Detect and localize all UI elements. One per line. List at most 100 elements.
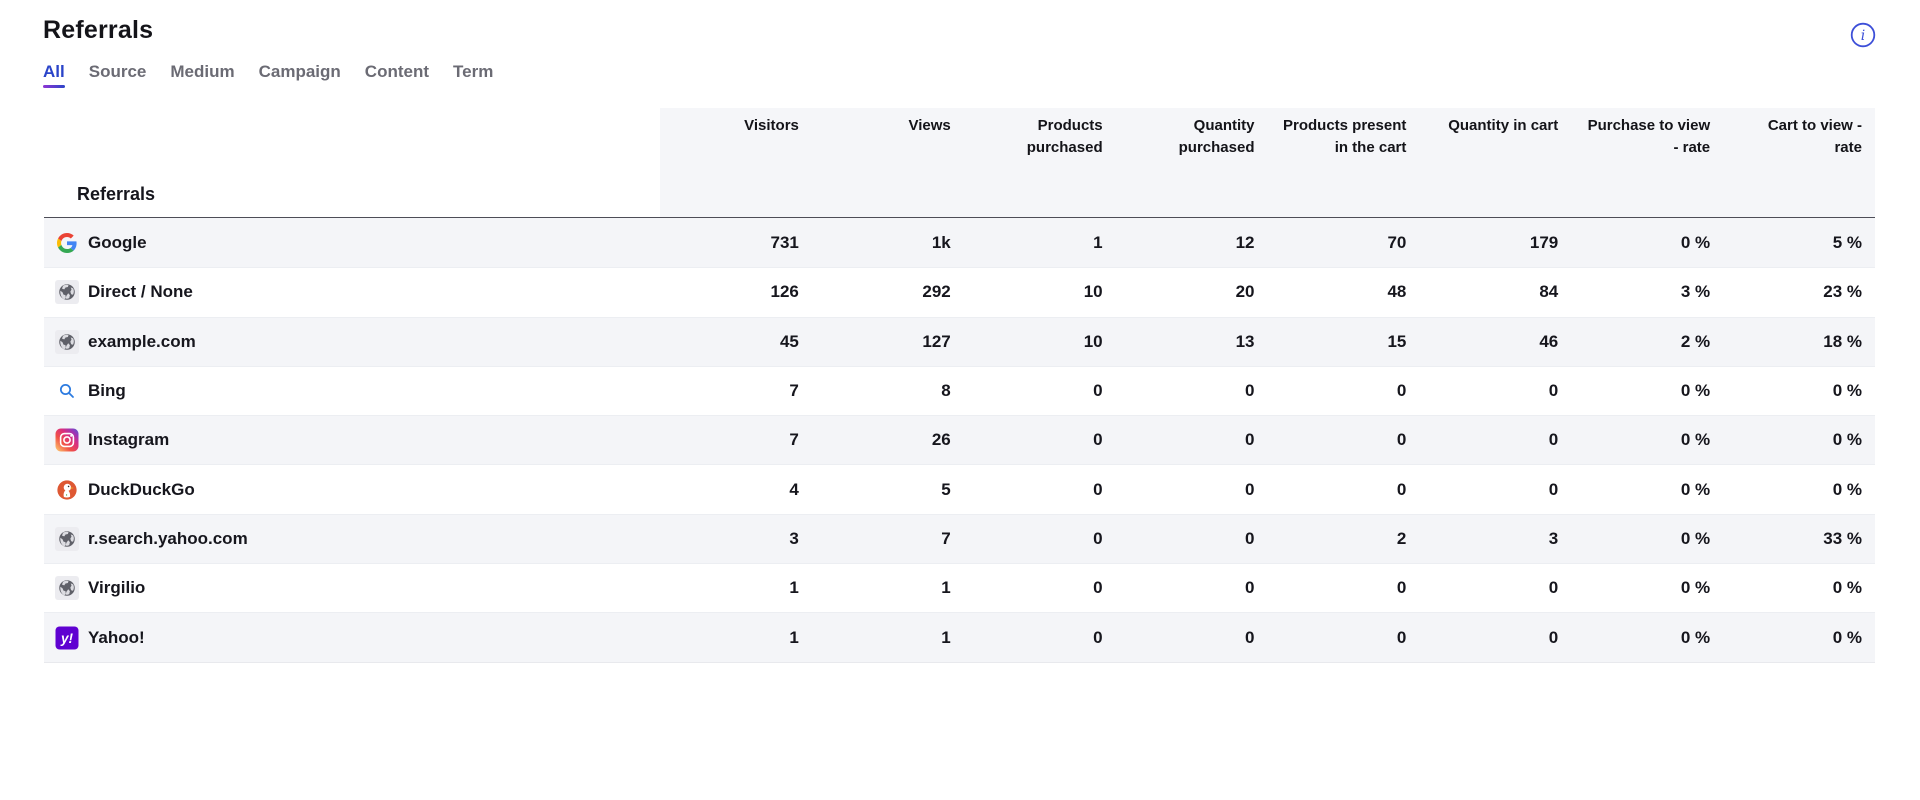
- column-header-products-present-in-cart: Products present in the cart: [1267, 108, 1420, 217]
- metric-cell: 26: [811, 416, 964, 465]
- metric-cell: 0: [1115, 514, 1268, 564]
- tab-source[interactable]: Source: [88, 62, 147, 81]
- metric-cell: 45: [660, 317, 812, 366]
- globe-icon: [55, 280, 79, 305]
- google-logo-icon: [55, 231, 79, 255]
- metric-cell: 0: [1093, 479, 1103, 499]
- metric-cell: 12: [1115, 218, 1268, 268]
- metric-cell: 0 %: [1571, 416, 1724, 465]
- metric-cell: 0: [1396, 381, 1407, 401]
- table-row: DuckDuckGo 4 5 0 0 0 0 0 % 0 %: [44, 464, 1875, 513]
- referrals-table: Referrals Visitors Views Products purcha…: [44, 108, 1875, 663]
- metric-cell: 3: [660, 514, 812, 564]
- metric-cell: 292: [922, 282, 951, 302]
- column-header-visitors: Visitors: [660, 108, 812, 217]
- tab-medium[interactable]: Medium: [170, 62, 235, 81]
- tab-campaign[interactable]: Campaign: [258, 62, 341, 81]
- table-row: Google 731 1k 1 12 70 179 0 % 5 %: [44, 218, 1875, 268]
- metric-cell: 0: [1548, 578, 1559, 598]
- metric-cell: 0 %: [1723, 613, 1875, 662]
- yahoo-icon: y!: [55, 626, 79, 650]
- metric-cell: 0: [1093, 578, 1103, 598]
- metric-cell: 0 %: [1680, 578, 1711, 598]
- metric-cell: 0 %: [1680, 381, 1711, 401]
- row-label: Direct / None: [88, 282, 193, 302]
- globe-icon: [55, 526, 79, 551]
- tab-all[interactable]: All: [43, 62, 65, 93]
- metric-cell: 8: [941, 381, 951, 401]
- metric-cell: 1: [963, 218, 1116, 268]
- metric-cell: 15: [1267, 317, 1420, 366]
- row-label: Google: [88, 232, 147, 252]
- metric-cell: 0 %: [1832, 479, 1862, 499]
- metric-cell: 84: [1539, 282, 1559, 302]
- page-title: Referrals: [43, 16, 154, 44]
- row-label: Yahoo!: [88, 627, 145, 647]
- globe-icon: [55, 329, 79, 354]
- row-label: Instagram: [88, 430, 170, 450]
- metric-cell: 0: [1419, 416, 1572, 465]
- metric-cell: 5: [941, 479, 951, 499]
- metric-cell: 0: [1245, 381, 1255, 401]
- table-row: Bing 7 8 0 0 0 0 0 % 0 %: [44, 365, 1875, 415]
- table-row: Instagram 7 26 0 0 0 0 0 % 0 %: [44, 415, 1875, 465]
- instagram-icon: [55, 428, 79, 452]
- metric-cell: 0: [1093, 381, 1103, 401]
- metric-cell: 23 %: [1823, 282, 1862, 302]
- metric-cell: 10: [1083, 282, 1103, 302]
- search-magnifier-icon: [55, 379, 79, 403]
- metric-cell: 126: [770, 282, 799, 302]
- metric-cell: 731: [660, 218, 812, 268]
- info-icon[interactable]: i: [1847, 19, 1879, 51]
- metric-cell: 3: [1419, 514, 1572, 564]
- metric-cell: 3 %: [1680, 282, 1711, 302]
- metric-cell: 10: [963, 317, 1116, 366]
- metric-cell: 0 %: [1571, 613, 1724, 662]
- metric-cell: 0 %: [1571, 514, 1724, 564]
- row-label: DuckDuckGo: [88, 479, 195, 499]
- table-row: Direct / None 126 292 10 20 48 84 3 % 23…: [44, 267, 1875, 316]
- metric-cell: 46: [1419, 317, 1572, 366]
- metric-cell: 0 %: [1832, 578, 1862, 598]
- metric-cell: 0: [1548, 479, 1559, 499]
- metric-cell: 1: [660, 613, 812, 662]
- metric-cell: 0 %: [1723, 416, 1875, 465]
- column-header-quantity-in-cart: Quantity in cart: [1419, 108, 1572, 217]
- tab-content[interactable]: Content: [364, 62, 430, 81]
- metric-cell: 127: [811, 317, 964, 366]
- table-corner: Referrals: [44, 108, 660, 217]
- row-label: example.com: [88, 331, 196, 351]
- metric-cell: 0: [1267, 416, 1420, 465]
- table-row: r.search.yahoo.com 3 7 0 0 2 3 0 % 33 %: [44, 513, 1875, 564]
- column-header-purchase-to-view-rate: Purchase to view - rate: [1571, 108, 1724, 217]
- metric-cell: 1k: [811, 218, 964, 268]
- metric-cell: 7: [789, 381, 799, 401]
- metric-cell: 48: [1387, 282, 1407, 302]
- metric-cell: 0: [1548, 381, 1559, 401]
- metric-cell: 0: [963, 416, 1116, 465]
- metric-cell: 0: [1245, 479, 1255, 499]
- metric-cell: 0: [1115, 416, 1268, 465]
- metric-cell: 1: [941, 578, 951, 598]
- metric-cell: 18 %: [1723, 317, 1875, 366]
- metric-cell: 2: [1267, 514, 1420, 564]
- row-label: Bing: [88, 381, 126, 401]
- metric-cell: 70: [1267, 218, 1420, 268]
- row-label: r.search.yahoo.com: [88, 528, 248, 548]
- metric-cell: 33 %: [1723, 514, 1875, 564]
- metric-cell: 0 %: [1680, 479, 1711, 499]
- metric-cell: 7: [660, 416, 812, 465]
- table-row: Virgilio 1 1 0 0 0 0 0 % 0 %: [44, 563, 1875, 612]
- metric-cell: 0 %: [1571, 218, 1724, 268]
- metric-cell: 13: [1115, 317, 1268, 366]
- metric-cell: 0 %: [1832, 381, 1862, 401]
- metric-cell: 4: [789, 479, 799, 499]
- tab-bar: All Source Medium Campaign Content Term: [43, 62, 493, 93]
- metric-cell: 0: [963, 613, 1116, 662]
- metric-cell: 179: [1419, 218, 1572, 268]
- row-label: Virgilio: [88, 578, 146, 598]
- metric-cell: 7: [811, 514, 964, 564]
- metric-cell: 0: [1396, 479, 1407, 499]
- tab-term[interactable]: Term: [453, 62, 494, 81]
